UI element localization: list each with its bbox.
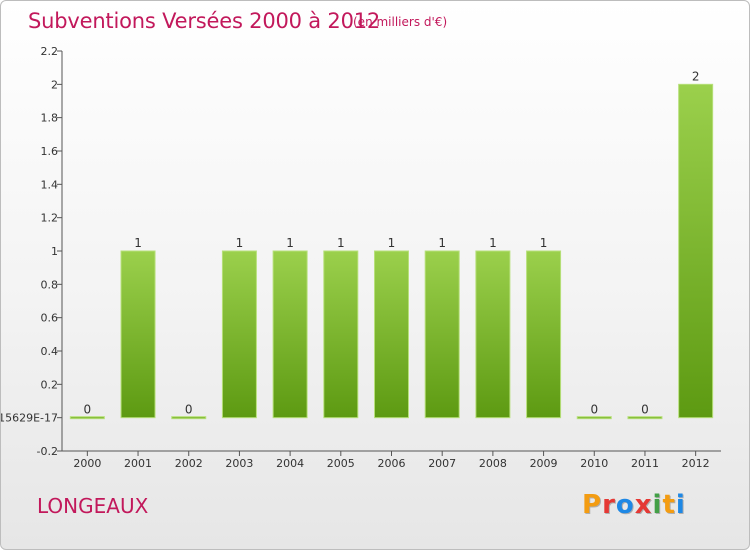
y-tick-label: 0.6 [41,312,59,325]
bar-2007 [424,250,460,419]
logo-letter: P [582,490,603,520]
x-tick-label: 2004 [276,457,304,470]
y-tick-label: 2.2 [41,45,59,58]
logo-letter: o [615,490,635,520]
data-label: 1 [438,236,446,250]
data-label: 1 [236,236,244,250]
x-tick-label: 2010 [580,457,608,470]
y-tick-label: -15629E-17 [1,412,58,425]
bar-2004 [272,250,308,419]
y-tick-label: 0.2 [41,378,59,391]
data-label: 1 [134,236,142,250]
data-label: 0 [84,403,92,417]
data-label: 0 [590,403,598,417]
y-tick-label: -0.2 [37,445,58,458]
logo-letter: i [652,490,663,520]
data-label: 1 [489,236,497,250]
y-tick-label: 1.2 [41,212,59,225]
logo-letter: i [675,490,686,520]
bar-2005 [323,250,359,419]
bar-2010 [576,416,612,420]
data-label: 1 [286,236,294,250]
logo-letter: t [662,490,676,520]
x-tick-label: 2000 [73,457,101,470]
logo-letter: x [634,490,653,520]
x-tick-label: 2001 [124,457,152,470]
data-label: 2 [692,69,700,83]
y-tick-label: 1 [51,245,58,258]
data-label: 0 [641,403,649,417]
logo-letter: r [602,490,616,520]
y-tick-label: 0.4 [41,345,59,358]
bar-2000 [69,416,105,420]
bar-2003 [221,250,257,419]
y-tick-label: 1.6 [41,145,59,158]
bar-2008 [475,250,511,419]
x-tick-label: 2005 [327,457,355,470]
data-label: 1 [388,236,396,250]
chart-subtitle: (en milliers d'€) [353,15,448,29]
y-tick-label: 1.8 [41,112,59,125]
y-tick-label: 2 [51,78,58,91]
bar-2002 [171,416,207,420]
x-tick-label: 2002 [175,457,203,470]
bar-2011 [627,416,663,420]
data-label: 0 [185,403,193,417]
x-tick-label: 2009 [530,457,558,470]
bar-2009 [526,250,562,419]
x-tick-label: 2003 [225,457,253,470]
x-tick-label: 2011 [631,457,659,470]
x-tick-label: 2012 [682,457,710,470]
y-tick-label: 1.4 [41,178,59,191]
x-tick-label: 2007 [428,457,456,470]
data-label: 1 [337,236,345,250]
bar-2001 [120,250,156,419]
data-label: 1 [540,236,548,250]
proxiti-logo: Proxiti [582,490,686,520]
chart-title: Subventions Versées 2000 à 2012 [28,9,381,33]
x-tick-label: 2008 [479,457,507,470]
bar-2012 [678,83,714,419]
y-tick-label: 0.8 [41,278,59,291]
bar-2006 [374,250,409,419]
x-tick-label: 2006 [378,457,406,470]
commune-name: LONGEAUX [37,494,149,518]
